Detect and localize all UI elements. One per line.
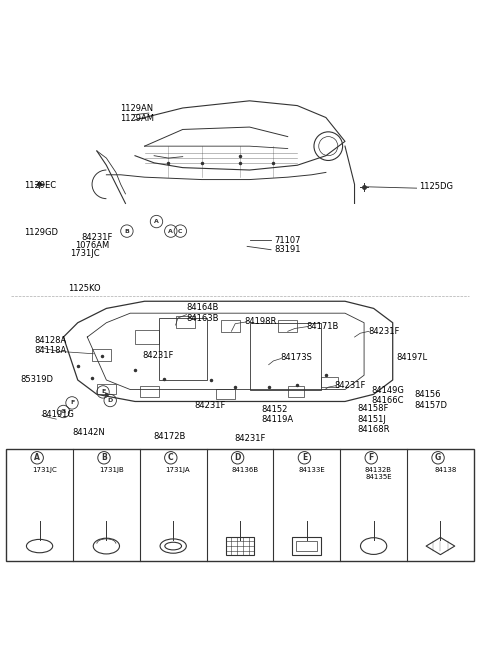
- Text: A: A: [154, 219, 159, 224]
- Text: 84133E: 84133E: [298, 467, 325, 474]
- Text: F: F: [369, 453, 374, 462]
- Text: B: B: [124, 229, 129, 234]
- Text: 1129EC: 1129EC: [24, 181, 57, 190]
- Text: A: A: [34, 453, 40, 462]
- Text: 1125KO: 1125KO: [68, 284, 101, 293]
- Text: 84158F
84151J
84168R: 84158F 84151J 84168R: [357, 404, 389, 434]
- Text: 84164B
84163B: 84164B 84163B: [187, 303, 219, 323]
- Text: 84128A
84118A: 84128A 84118A: [35, 336, 67, 355]
- Text: 84173S: 84173S: [281, 353, 312, 362]
- Text: 84231F: 84231F: [142, 350, 174, 360]
- Text: C: C: [168, 453, 174, 462]
- Text: 84156
84157D: 84156 84157D: [414, 390, 447, 410]
- Text: 84149G
84166C: 84149G 84166C: [371, 386, 404, 405]
- Text: G: G: [61, 409, 66, 414]
- Text: 85319D: 85319D: [21, 375, 53, 384]
- Text: 1129AN
1129AM: 1129AN 1129AM: [120, 104, 154, 123]
- Text: 84231F: 84231F: [82, 233, 113, 242]
- Text: 84138: 84138: [434, 467, 456, 474]
- Text: G: G: [435, 453, 441, 462]
- Text: A: A: [168, 229, 173, 234]
- Text: D: D: [108, 398, 113, 403]
- Text: 84152
84119A: 84152 84119A: [262, 405, 294, 424]
- Text: 1731JB: 1731JB: [99, 467, 123, 474]
- Text: C: C: [178, 229, 182, 234]
- Text: 84198R: 84198R: [245, 317, 277, 326]
- Text: 84142N: 84142N: [72, 428, 105, 437]
- Text: 71107: 71107: [275, 236, 301, 245]
- Text: 1731JA: 1731JA: [166, 467, 190, 474]
- Text: 83191: 83191: [275, 245, 301, 254]
- Text: 1731JC: 1731JC: [32, 467, 57, 474]
- Text: 84132B
84135E: 84132B 84135E: [365, 467, 392, 480]
- Text: 84231F: 84231F: [335, 381, 366, 390]
- Text: 84171B: 84171B: [307, 322, 339, 331]
- Text: 1129GD: 1129GD: [24, 227, 58, 236]
- Text: 84231F: 84231F: [195, 401, 226, 410]
- Text: 84172B: 84172B: [153, 432, 186, 441]
- Text: 1076AM: 1076AM: [75, 241, 109, 250]
- Text: B: B: [101, 453, 107, 462]
- Text: 1125DG: 1125DG: [419, 182, 453, 191]
- Text: 84136B: 84136B: [231, 467, 258, 474]
- Text: 84191G: 84191G: [41, 410, 74, 419]
- Text: 84231F: 84231F: [234, 434, 265, 443]
- Text: E: E: [302, 453, 307, 462]
- Text: 84197L: 84197L: [396, 353, 428, 362]
- Text: D: D: [234, 453, 241, 462]
- Text: E: E: [101, 390, 105, 394]
- Text: F: F: [70, 400, 74, 405]
- Text: 1731JC: 1731JC: [70, 248, 99, 257]
- Text: 84231F: 84231F: [369, 327, 400, 336]
